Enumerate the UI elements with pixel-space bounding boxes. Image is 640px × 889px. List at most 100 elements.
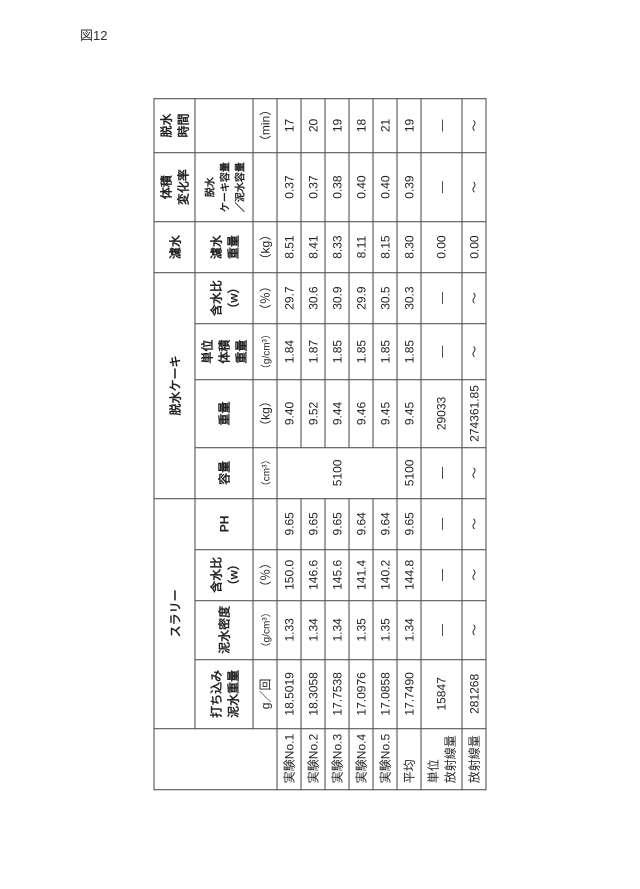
- sub-cake-ratio: 脱水 ケーキ容量 ／泥水容量: [195, 153, 253, 222]
- row-label: 実験No.2: [301, 728, 325, 789]
- cell: 281268: [462, 659, 486, 728]
- cell: 30.3: [397, 273, 421, 324]
- cell: 9.40: [277, 380, 301, 448]
- row-label: 実験No.3: [325, 728, 349, 789]
- row-label: 実験No.5: [373, 728, 397, 789]
- table-row-subheader: 打ち込み 泥水重量 泥水密度 含水比 （w） PH 容量 重量 単位 体積 重量…: [195, 98, 253, 789]
- cell: 1.85: [349, 324, 373, 380]
- cell-volume-merged: 5100: [277, 447, 397, 498]
- cell: 17.0858: [373, 659, 397, 728]
- cell: 0.38: [325, 153, 349, 222]
- cell: 8.30: [397, 222, 421, 273]
- cell: 9.64: [349, 498, 373, 549]
- sub-blank-time: [195, 98, 253, 152]
- cell: 145.6: [325, 549, 349, 600]
- sub-volume: 容量: [195, 447, 253, 498]
- cell: 9.65: [325, 498, 349, 549]
- sub-pour-mud-weight: 打ち込み 泥水重量: [195, 659, 253, 728]
- row-label: 単位 放射線量: [421, 728, 462, 789]
- cell: 146.6: [301, 549, 325, 600]
- cell: 274361.85: [462, 380, 486, 448]
- header-dewater-time: 脱水 時間: [154, 98, 195, 152]
- cell: —: [421, 273, 462, 324]
- cell: 17.7490: [397, 659, 421, 728]
- cell: 0.00: [421, 222, 462, 273]
- cell: 9.65: [277, 498, 301, 549]
- cell: 1.85: [373, 324, 397, 380]
- cell: 18.3058: [301, 659, 325, 728]
- cell: 29033: [421, 380, 462, 448]
- unit-g-per-time: g／回: [253, 659, 277, 728]
- cell: 1.35: [349, 600, 373, 659]
- table-row: 実験No.118.50191.33150.09.6551009.401.8429…: [277, 98, 301, 789]
- cell: —: [421, 324, 462, 380]
- cell: 1.34: [325, 600, 349, 659]
- cell: ～: [462, 549, 486, 600]
- cell: 1.33: [277, 600, 301, 659]
- unit-kg2: （kg）: [253, 222, 277, 273]
- table-row-unit-rad: 単位 放射線量15847————29033——0.00——: [421, 98, 462, 789]
- cell: 17.0976: [349, 659, 373, 728]
- cell: 8.41: [301, 222, 325, 273]
- header-slurry: スラリー: [154, 498, 195, 728]
- sub-unit-vol-weight: 単位 体積 重量: [195, 324, 253, 380]
- cell: 1.85: [325, 324, 349, 380]
- cell: 18: [349, 98, 373, 152]
- cell: 30.6: [301, 273, 325, 324]
- cell: 17: [277, 98, 301, 152]
- cell: 5100: [397, 447, 421, 498]
- cell: 9.44: [325, 380, 349, 448]
- cell: ～: [462, 153, 486, 222]
- cell: 9.64: [373, 498, 397, 549]
- data-table: スラリー 脱水ケーキ 濾水 体積 変化率 脱水 時間 打ち込み 泥水重量 泥水密…: [154, 98, 487, 790]
- cell: 9.65: [397, 498, 421, 549]
- cell: ～: [462, 98, 486, 152]
- cell: 8.11: [349, 222, 373, 273]
- row-label: 実験No.1: [277, 728, 301, 789]
- cell: 20: [301, 98, 325, 152]
- unit-min: （min）: [253, 98, 277, 152]
- cell: —: [421, 549, 462, 600]
- table-row: 実験No.317.75381.34145.69.659.441.8530.98.…: [325, 98, 349, 789]
- cell: 144.8: [397, 549, 421, 600]
- sub-filtrate-weight: 濾水 重量: [195, 222, 253, 273]
- cell: 19: [325, 98, 349, 152]
- cell: 1.35: [373, 600, 397, 659]
- unit-blank2: [253, 153, 277, 222]
- table-row: 実験No.218.30581.34146.69.659.521.8730.68.…: [301, 98, 325, 789]
- header-dewatered-cake: 脱水ケーキ: [154, 273, 195, 499]
- cell: —: [421, 447, 462, 498]
- unit-kg: （kg）: [253, 380, 277, 448]
- table-row-units: g／回 （g/cm³） （％） （cm³） （kg） （g/cm³） （％） （…: [253, 98, 277, 789]
- cell: 8.51: [277, 222, 301, 273]
- cell: 0.37: [301, 153, 325, 222]
- table-row-avg: 平均17.74901.34144.89.6551009.451.8530.38.…: [397, 98, 421, 789]
- cell: 9.65: [301, 498, 325, 549]
- cell: 21: [373, 98, 397, 152]
- cell: 1.34: [301, 600, 325, 659]
- cell: 8.15: [373, 222, 397, 273]
- header-blank: [154, 728, 277, 789]
- cell: 30.5: [373, 273, 397, 324]
- cell: 141.4: [349, 549, 373, 600]
- cell: 9.52: [301, 380, 325, 448]
- row-label: 実験No.4: [349, 728, 373, 789]
- cell: 150.0: [277, 549, 301, 600]
- cell: ～: [462, 273, 486, 324]
- cell: 19: [397, 98, 421, 152]
- cell: 0.40: [373, 153, 397, 222]
- cell: —: [421, 98, 462, 152]
- cell: 9.46: [349, 380, 373, 448]
- sub-mud-density: 泥水密度: [195, 600, 253, 659]
- cell: 9.45: [397, 380, 421, 448]
- unit-cm3: （cm³）: [253, 447, 277, 498]
- cell: 0.37: [277, 153, 301, 222]
- cell: 17.7538: [325, 659, 349, 728]
- cell: ～: [462, 498, 486, 549]
- table-row: 実験No.517.08581.35140.29.649.451.8530.58.…: [373, 98, 397, 789]
- row-label: 平均: [397, 728, 421, 789]
- cell: 29.9: [349, 273, 373, 324]
- table-row-rad: 放射線量281268～～～～274361.85～～0.00～～: [462, 98, 486, 789]
- unit-pct2: （％）: [253, 273, 277, 324]
- cell: 0.39: [397, 153, 421, 222]
